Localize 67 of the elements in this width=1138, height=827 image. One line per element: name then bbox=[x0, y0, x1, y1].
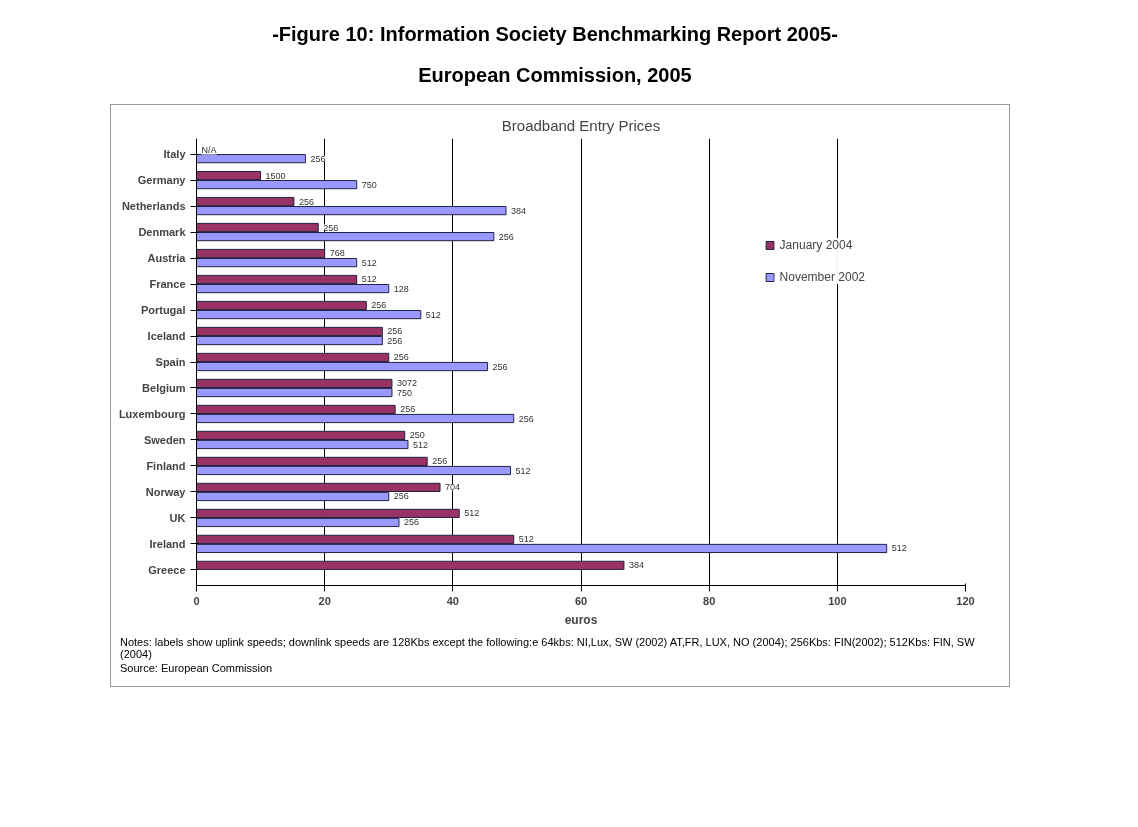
text: -Figure 10: Information Society Benchmarking Report 2005- bbox=[271, 23, 839, 46]
source-note: Source: European Commission bbox=[120, 662, 274, 674]
x-tick-label: 40 bbox=[446, 594, 459, 607]
legend-label: November 2002 bbox=[779, 270, 865, 284]
y-tick-label: Norway bbox=[145, 485, 187, 498]
chart-title: Broadband Entry Prices bbox=[501, 116, 661, 134]
annotation: 512 bbox=[464, 508, 480, 519]
y-tick-label: Spain bbox=[155, 356, 186, 368]
x-tick-label: 20 bbox=[318, 594, 331, 607]
y-tick-label: Denmark bbox=[138, 226, 187, 239]
annotation: 384 bbox=[628, 560, 644, 571]
annotation: 512 bbox=[361, 257, 377, 268]
annotation: 1500 bbox=[265, 170, 286, 181]
x-tick-label: 120 bbox=[956, 594, 975, 607]
annotation: 512 bbox=[425, 309, 441, 320]
annotation: 750 bbox=[396, 387, 412, 398]
annotation: N/A bbox=[201, 144, 217, 155]
x-tick-label: 60 bbox=[574, 594, 588, 607]
annotation: 750 bbox=[361, 179, 377, 190]
annotation: 256 bbox=[400, 404, 416, 415]
y-tick-label: France bbox=[149, 278, 186, 291]
annotation: 512 bbox=[518, 534, 534, 545]
y-tick-label: UK bbox=[169, 511, 186, 524]
y-tick-label: Netherlands bbox=[121, 200, 186, 213]
x-tick-label: 0 bbox=[193, 594, 200, 607]
annotation: 256 bbox=[393, 352, 409, 363]
x-tick-label: 80 bbox=[703, 594, 716, 607]
annotation: 256 bbox=[310, 153, 326, 164]
annotation: 256 bbox=[387, 335, 403, 346]
bar bbox=[196, 154, 306, 164]
y-tick-label: Austria bbox=[147, 252, 187, 265]
annotation: 512 bbox=[515, 465, 531, 476]
y-tick-label: Ireland bbox=[149, 537, 186, 550]
annotation: 512 bbox=[412, 439, 429, 450]
x-axis-title: euros bbox=[564, 612, 598, 627]
annotation: 256 bbox=[492, 361, 508, 372]
bar bbox=[196, 560, 625, 570]
y-tick-label: Belgium bbox=[142, 381, 186, 394]
annotation: 128 bbox=[393, 283, 409, 294]
legend-label: January 2004 bbox=[779, 238, 853, 252]
y-tick-label: Greece bbox=[148, 563, 186, 576]
y-tick-label: Finland bbox=[146, 459, 186, 472]
y-tick-label: Luxembourg bbox=[118, 407, 186, 420]
text: Notes: labels show uplink speeds; downlink speeds are 128Kbs except the following:e 64kbs: NI,Lux, SW (2002) AT,FR, LUX, NO (2004); 256Kbs: FIN(2002); 512Kbs: FIN, SW (2004) bbox=[120, 636, 976, 660]
annotation: 384 bbox=[511, 205, 527, 216]
text: European Commission, 2005 bbox=[417, 64, 693, 87]
annotation: 256 bbox=[298, 196, 314, 207]
annotation: 256 bbox=[323, 222, 339, 233]
annotation: 704 bbox=[445, 482, 461, 493]
annotation: 768 bbox=[329, 248, 345, 259]
annotation: 256 bbox=[371, 300, 387, 311]
annotation: 256 bbox=[432, 456, 448, 467]
annotation: 256 bbox=[387, 326, 403, 337]
y-tick-label: Iceland bbox=[147, 330, 186, 343]
x-tick-label: 100 bbox=[828, 594, 847, 607]
annotation: 256 bbox=[404, 517, 420, 528]
y-tick-label: Italy bbox=[163, 148, 187, 161]
y-tick-label: Sweden bbox=[143, 433, 186, 446]
annotation: 250 bbox=[409, 430, 425, 441]
y-tick-label: Portugal bbox=[140, 304, 186, 317]
annotation: 256 bbox=[393, 491, 409, 502]
annotation: 256 bbox=[518, 413, 534, 424]
y-tick-label: Germany bbox=[137, 174, 187, 187]
annotation: 512 bbox=[891, 543, 907, 554]
annotation: 256 bbox=[498, 231, 514, 242]
annotation: 3072 bbox=[396, 378, 417, 389]
annotation: 512 bbox=[361, 274, 377, 285]
